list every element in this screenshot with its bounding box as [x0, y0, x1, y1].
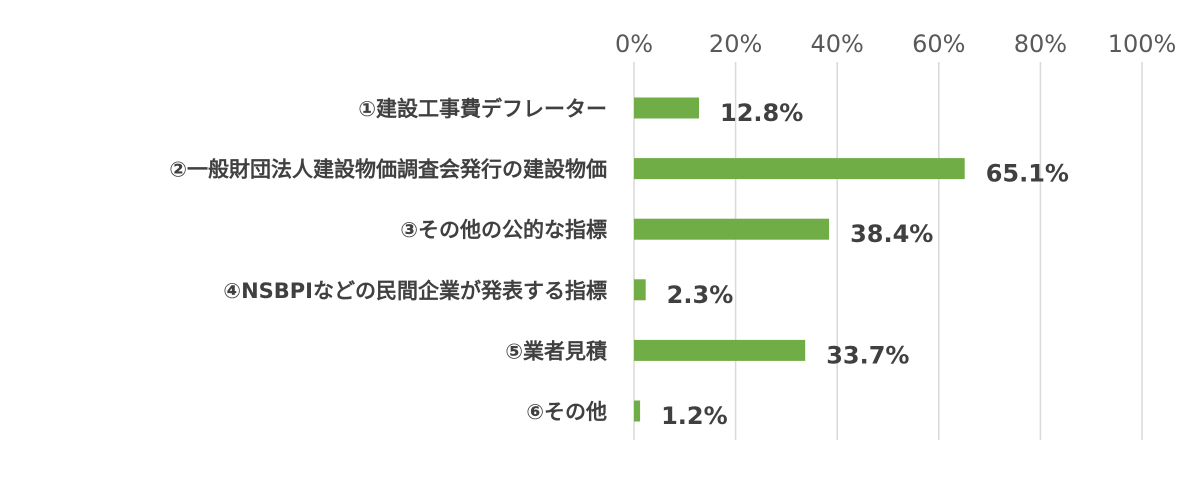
bar	[634, 339, 806, 361]
category-label: ①建設工事費デフレーター	[358, 97, 607, 121]
x-tick-label: 40%	[811, 30, 864, 58]
category-label: ④NSBPIなどの民間企業が発表する指標	[223, 279, 607, 303]
bar	[634, 400, 641, 422]
bar	[634, 158, 965, 180]
data-label: 38.4%	[850, 220, 933, 248]
bars	[634, 97, 965, 422]
data-labels: 12.8% 65.1% 38.4% 2.3% 33.7% 1.2%	[661, 99, 1069, 430]
x-tick-label: 60%	[912, 30, 965, 58]
gridlines	[633, 62, 1143, 440]
data-label: 65.1%	[986, 160, 1069, 188]
x-tick-label: 100%	[1108, 30, 1177, 58]
category-label: ⑥その他	[526, 400, 607, 424]
category-labels: ①建設工事費デフレーター ②一般財団法人建設物価調査会発行の建設物価 ③その他の公的…	[169, 97, 608, 424]
x-tick-label: 0%	[615, 30, 653, 58]
bar	[634, 279, 646, 301]
x-axis-ticks: 0% 20% 40% 60% 80% 100%	[615, 30, 1176, 58]
bar	[634, 218, 830, 240]
category-label: ②一般財団法人建設物価調査会発行の建設物価	[169, 158, 607, 182]
data-label: 12.8%	[720, 99, 803, 127]
bar	[634, 97, 700, 119]
category-label: ③その他の公的な指標	[400, 218, 607, 242]
x-tick-label: 80%	[1014, 30, 1067, 58]
data-label: 33.7%	[826, 341, 909, 369]
category-label: ⑤業者見積	[505, 339, 608, 363]
data-label: 1.2%	[661, 402, 728, 430]
data-label: 2.3%	[667, 281, 734, 309]
x-tick-label: 20%	[709, 30, 762, 58]
